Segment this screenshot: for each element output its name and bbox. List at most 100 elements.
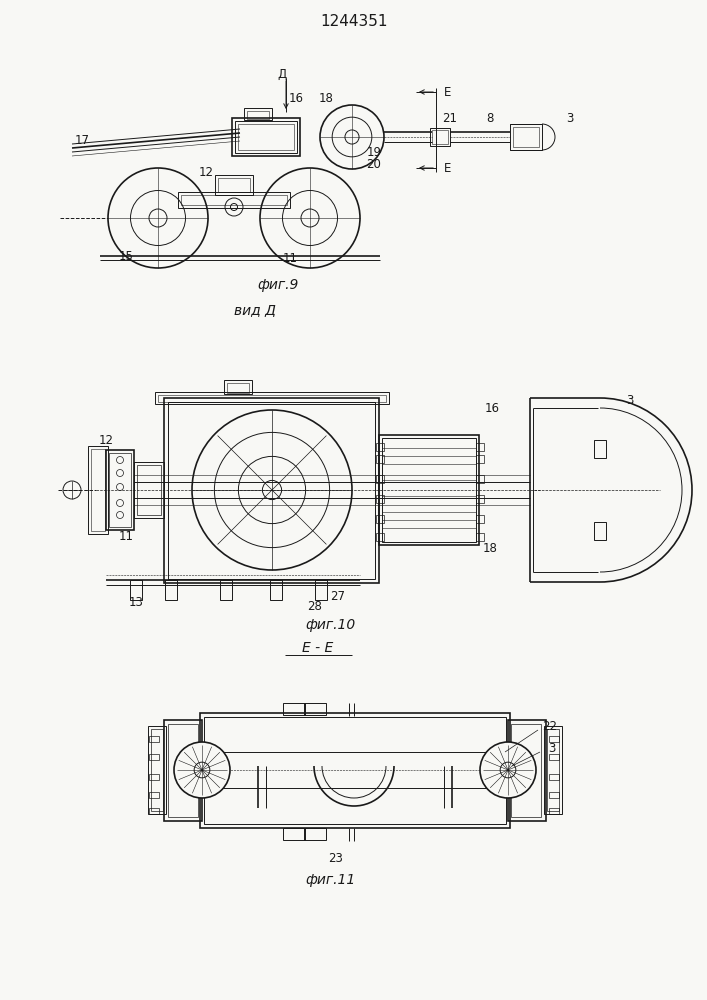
Text: фиг.11: фиг.11 <box>305 873 355 887</box>
Bar <box>547 729 559 811</box>
Bar <box>215 175 253 195</box>
Text: 11: 11 <box>119 530 134 542</box>
Bar <box>476 475 484 483</box>
Bar <box>149 754 159 760</box>
Bar <box>155 392 389 404</box>
Bar <box>148 726 166 814</box>
Bar <box>594 522 606 540</box>
Bar <box>376 475 384 483</box>
Bar <box>379 435 479 545</box>
Bar <box>149 774 159 780</box>
Bar <box>130 580 142 600</box>
Bar <box>376 455 384 463</box>
Text: вид Д: вид Д <box>234 303 276 317</box>
Bar <box>382 438 476 542</box>
Bar <box>200 713 510 828</box>
Text: 1244351: 1244351 <box>320 14 387 29</box>
Bar <box>376 533 384 541</box>
Bar <box>432 130 448 144</box>
Bar <box>549 754 559 760</box>
Text: 3: 3 <box>549 742 556 754</box>
Bar <box>549 774 559 780</box>
Bar <box>247 111 269 119</box>
Circle shape <box>174 742 230 798</box>
Bar <box>476 495 484 503</box>
Bar <box>232 118 300 156</box>
Bar <box>109 453 131 527</box>
Text: 20: 20 <box>366 157 382 170</box>
Text: 15: 15 <box>119 249 134 262</box>
Bar <box>149 792 159 798</box>
Bar <box>168 724 198 817</box>
Text: 16: 16 <box>484 401 500 414</box>
Text: 23: 23 <box>329 852 344 864</box>
Bar <box>283 828 305 840</box>
Bar <box>304 828 326 840</box>
Text: 17: 17 <box>74 133 90 146</box>
Bar <box>513 127 539 147</box>
Text: Е: Е <box>444 161 452 174</box>
Bar <box>304 703 326 715</box>
Bar <box>168 402 375 579</box>
Bar <box>244 108 272 120</box>
Bar <box>227 383 249 393</box>
Text: 8: 8 <box>486 111 493 124</box>
Text: 27: 27 <box>330 590 346 603</box>
Bar <box>549 808 559 814</box>
Bar <box>149 736 159 742</box>
Bar <box>376 443 384 451</box>
Bar <box>544 726 562 814</box>
Bar <box>224 380 252 394</box>
Text: 3: 3 <box>626 393 633 406</box>
Text: Е - Е: Е - Е <box>303 641 334 655</box>
Bar <box>220 580 232 600</box>
Text: 12: 12 <box>199 165 214 178</box>
Text: Е: Е <box>444 86 452 99</box>
Text: 28: 28 <box>308 599 322 612</box>
Bar <box>508 720 546 821</box>
Bar <box>218 178 250 192</box>
Bar <box>181 195 287 205</box>
Text: 12: 12 <box>98 434 114 446</box>
Bar <box>549 736 559 742</box>
Text: 11: 11 <box>283 251 298 264</box>
Text: 21: 21 <box>443 111 457 124</box>
Bar <box>376 515 384 523</box>
Bar <box>158 395 386 402</box>
Text: 19: 19 <box>366 146 382 159</box>
Bar <box>178 192 290 208</box>
Bar <box>476 455 484 463</box>
Bar <box>510 124 542 150</box>
Bar <box>88 446 108 534</box>
Text: фиг.10: фиг.10 <box>305 618 355 632</box>
Text: 13: 13 <box>129 595 144 608</box>
Text: 16: 16 <box>288 92 303 104</box>
Circle shape <box>480 742 536 798</box>
Bar <box>165 580 177 600</box>
Text: 18: 18 <box>483 542 498 554</box>
Bar <box>476 533 484 541</box>
Bar <box>164 720 202 821</box>
Bar <box>91 449 105 531</box>
Bar <box>106 450 134 530</box>
Bar <box>235 121 297 153</box>
Text: 3: 3 <box>566 111 573 124</box>
Bar <box>149 808 159 814</box>
Bar <box>270 580 282 600</box>
Bar <box>511 724 541 817</box>
Bar <box>134 462 164 518</box>
Text: фиг.9: фиг.9 <box>257 278 298 292</box>
Bar <box>476 443 484 451</box>
Bar <box>549 792 559 798</box>
Bar <box>238 124 294 150</box>
Bar <box>137 465 161 515</box>
Bar <box>315 580 327 600</box>
Bar <box>476 515 484 523</box>
Bar <box>430 128 450 146</box>
Text: Д: Д <box>277 68 286 81</box>
Bar <box>376 495 384 503</box>
Text: 18: 18 <box>319 92 334 104</box>
Bar <box>204 717 506 824</box>
Bar <box>151 729 163 811</box>
Bar <box>594 440 606 458</box>
